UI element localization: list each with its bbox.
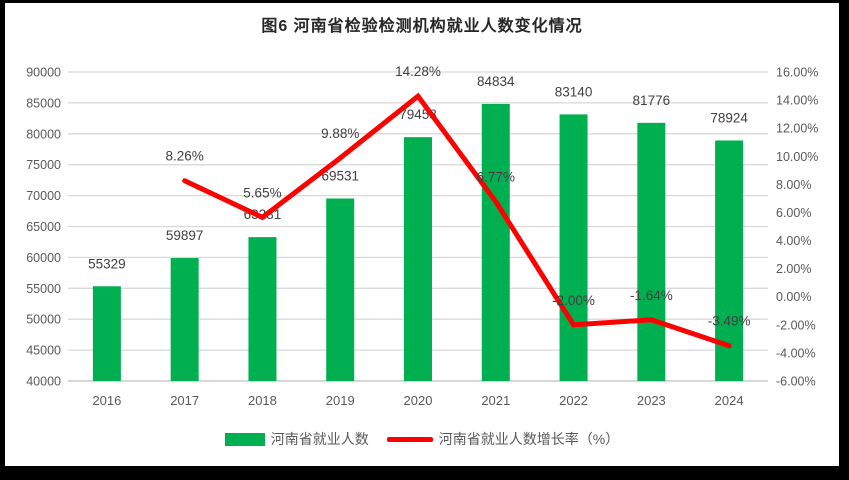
- right-axis-tick: 0.00%: [776, 290, 811, 304]
- chart-legend: 河南省就业人数 河南省就业人数增长率（%）: [5, 429, 839, 449]
- right-axis-tick: 14.00%: [776, 94, 818, 108]
- bar-value-label: 78924: [710, 110, 748, 125]
- bar: [559, 114, 588, 381]
- bar-value-label: 69531: [321, 168, 359, 183]
- legend-label-growth-rate: 河南省就业人数增长率（%）: [438, 431, 620, 447]
- line-value-label: -2.00%: [552, 293, 595, 308]
- legend-item-growth-rate: 河南省就业人数增长率（%）: [373, 429, 619, 449]
- x-axis-label: 2023: [637, 393, 666, 408]
- legend-label-employment: 河南省就业人数: [270, 431, 369, 447]
- left-axis-tick: 85000: [26, 96, 61, 110]
- right-axis-tick: 10.00%: [776, 150, 818, 164]
- bar-swatch-icon: [224, 432, 265, 446]
- right-axis-tick: -4.00%: [776, 346, 816, 360]
- growth-rate-line: [182, 92, 732, 349]
- left-axis-tick: 60000: [26, 251, 61, 265]
- left-axis-tick: 50000: [26, 313, 61, 327]
- bar-value-label: 84834: [477, 74, 515, 89]
- line-value-label: 5.65%: [243, 185, 281, 200]
- bar: [404, 137, 432, 381]
- line-value-label: 14.28%: [395, 64, 441, 79]
- right-axis-tick: -2.00%: [776, 318, 816, 332]
- bar: [92, 286, 121, 381]
- x-axis-label: 2021: [481, 393, 510, 408]
- left-axis-tick: 40000: [26, 375, 61, 389]
- right-axis-tick: 4.00%: [776, 234, 811, 248]
- x-axis-label: 2024: [715, 393, 744, 408]
- left-axis-tick: 75000: [26, 158, 61, 172]
- right-axis-tick: 8.00%: [776, 178, 811, 192]
- left-axis-tick: 70000: [26, 189, 61, 203]
- line-swatch-icon: [386, 436, 433, 442]
- bar: [481, 103, 510, 382]
- chart-plot-area: 90000 85000 80000 75000 70000 65000 60000 55000…: [26, 64, 818, 408]
- left-axis-tick: 55000: [26, 282, 61, 296]
- right-axis-tick: 2.00%: [776, 262, 811, 276]
- chart-title: 图6 河南省检验检测机构就业人数变化情况: [261, 18, 583, 35]
- bar: [637, 122, 666, 382]
- right-axis-tick: -6.00%: [776, 375, 816, 389]
- bar-value-label: 83140: [555, 84, 593, 99]
- line-value-label: 6.77%: [477, 170, 515, 185]
- x-axis-label: 2016: [92, 393, 121, 408]
- left-axis-tick: 80000: [26, 127, 61, 141]
- x-axis-label: 2017: [170, 393, 199, 408]
- right-axis-tick: 16.00%: [776, 66, 818, 80]
- right-axis-tick: 12.00%: [776, 122, 818, 136]
- bar: [326, 198, 355, 381]
- x-axis-label: 2022: [559, 393, 588, 408]
- bar-value-label: 55329: [88, 256, 126, 271]
- legend-item-employment: 河南省就业人数: [224, 429, 369, 449]
- line-value-label: -1.64%: [630, 288, 673, 303]
- right-axis-tick: 6.00%: [776, 206, 811, 220]
- bar-value-label: 59897: [166, 228, 204, 243]
- line-value-label: 8.26%: [166, 149, 204, 164]
- left-axis-tick: 45000: [26, 344, 61, 358]
- bar-value-label: 81776: [633, 93, 671, 108]
- line-value-label: -3.49%: [708, 314, 751, 329]
- line-value-label: 9.88%: [321, 126, 359, 141]
- bar: [248, 237, 277, 381]
- bar: [170, 258, 199, 381]
- x-axis-label: 2019: [326, 393, 355, 408]
- x-axis-label: 2020: [404, 393, 433, 408]
- left-axis-tick: 65000: [26, 220, 61, 234]
- left-axis-tick: 90000: [26, 66, 61, 80]
- x-axis-label: 2018: [248, 393, 277, 408]
